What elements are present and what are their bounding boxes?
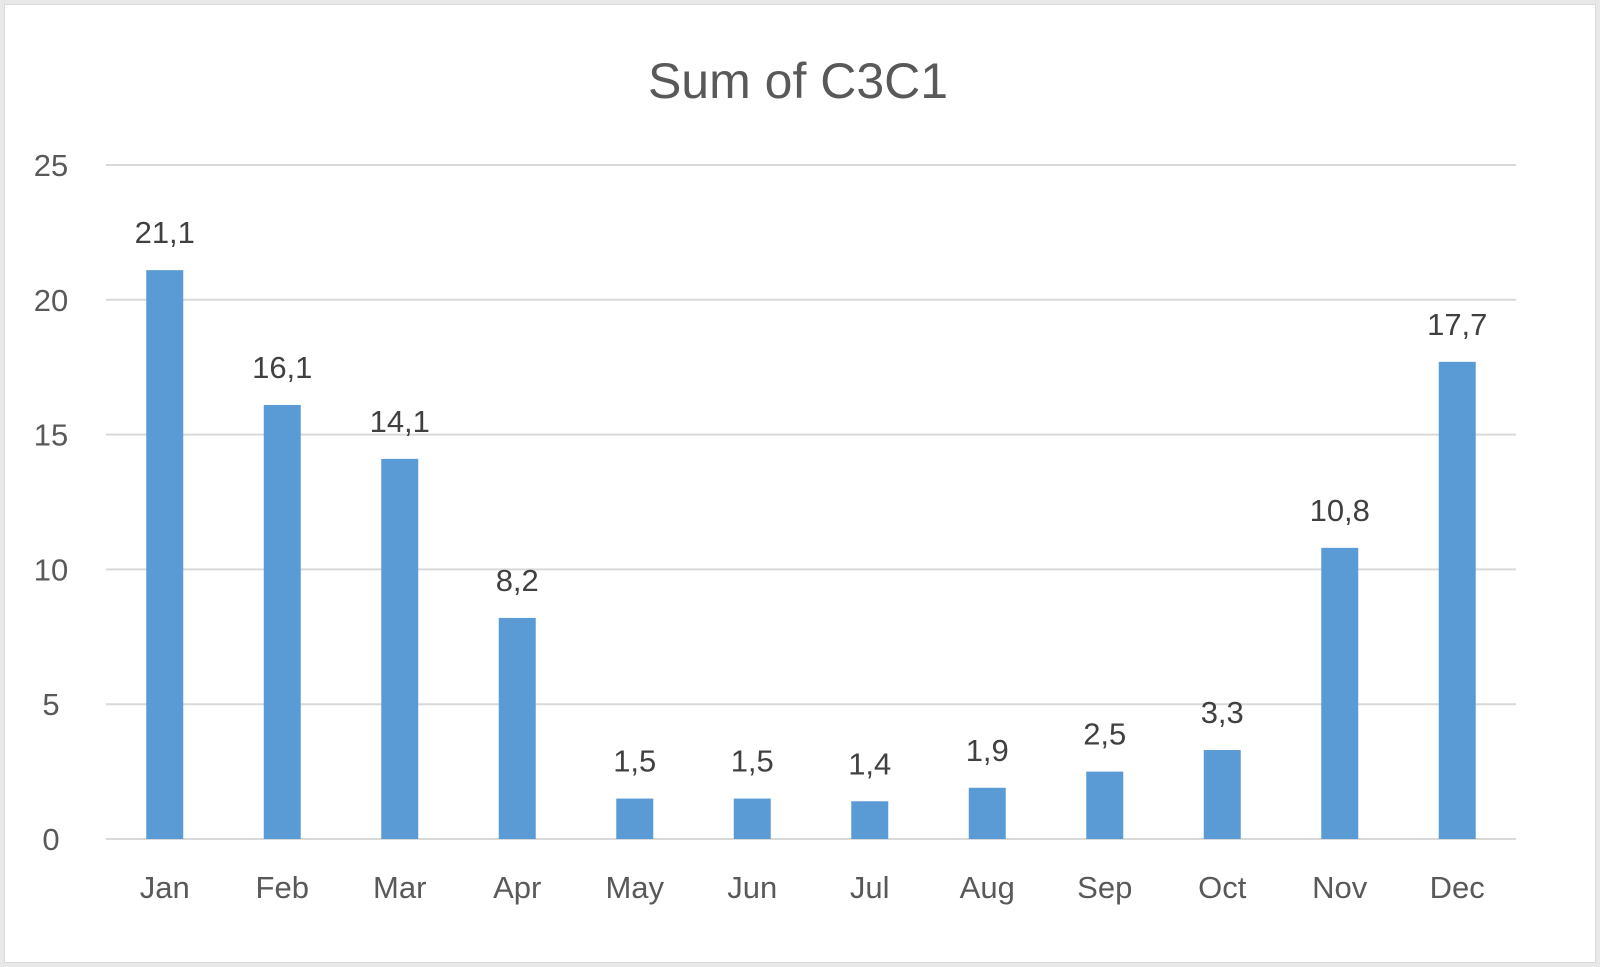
x-tick-label: Nov bbox=[1312, 870, 1368, 905]
data-label: 17,7 bbox=[1427, 307, 1487, 342]
data-label: 1,5 bbox=[613, 744, 656, 779]
y-tick-label: 15 bbox=[34, 418, 68, 453]
y-tick-label: 5 bbox=[42, 687, 59, 722]
y-tick-label: 10 bbox=[34, 552, 68, 587]
bar-sep bbox=[1086, 771, 1124, 839]
bar-apr bbox=[498, 617, 536, 839]
data-labels: 21,1 16,1 14,1 8,2 1,5 1,5 1,4 1,9 2,5 3,3 10,8 17,… bbox=[135, 215, 1488, 781]
chart-title: Sum of C3C1 bbox=[648, 53, 948, 109]
data-label: 16,1 bbox=[252, 350, 312, 385]
x-tick-label: May bbox=[605, 870, 664, 905]
data-label: 10,8 bbox=[1310, 493, 1370, 528]
data-label: 21,1 bbox=[135, 215, 195, 250]
data-label: 1,5 bbox=[731, 744, 774, 779]
data-label: 1,9 bbox=[966, 733, 1009, 768]
y-tick-label: 20 bbox=[34, 283, 68, 318]
bars bbox=[146, 270, 1476, 839]
x-tick-label: Oct bbox=[1198, 870, 1247, 905]
bar-aug bbox=[968, 787, 1006, 839]
x-tick-label: Dec bbox=[1430, 870, 1485, 905]
y-axis-tick-labels: 0 5 10 15 20 25 bbox=[34, 148, 68, 857]
bar-jul bbox=[851, 801, 889, 839]
x-tick-label: Mar bbox=[373, 870, 426, 905]
x-tick-label: Jan bbox=[140, 870, 190, 905]
bar-jun bbox=[733, 798, 771, 839]
bar-jan bbox=[146, 270, 184, 839]
data-label: 8,2 bbox=[496, 563, 539, 598]
bar-mar bbox=[381, 458, 419, 839]
gridlines bbox=[106, 164, 1516, 840]
x-tick-label: Feb bbox=[256, 870, 309, 905]
chart-frame: Sum of C3C1 0 5 10 15 20 25 21,1 16,1 14,1 8,2 1,… bbox=[4, 4, 1596, 963]
data-label: 3,3 bbox=[1201, 695, 1244, 730]
data-label: 14,1 bbox=[370, 404, 430, 439]
x-tick-label: Jun bbox=[727, 870, 777, 905]
x-tick-label: Sep bbox=[1077, 870, 1132, 905]
x-tick-label: Apr bbox=[493, 870, 541, 905]
y-tick-label: 25 bbox=[34, 148, 68, 183]
bar-nov bbox=[1321, 547, 1359, 839]
data-label: 1,4 bbox=[848, 746, 891, 781]
data-label: 2,5 bbox=[1083, 717, 1126, 752]
bar-may bbox=[616, 798, 654, 839]
x-tick-label: Jul bbox=[850, 870, 890, 905]
bar-feb bbox=[263, 404, 301, 839]
y-tick-label: 0 bbox=[42, 822, 59, 857]
x-axis-tick-labels: Jan Feb Mar Apr May Jun Jul Aug Sep Oct Nov Dec bbox=[140, 870, 1485, 905]
bar-dec bbox=[1438, 361, 1476, 839]
x-tick-label: Aug bbox=[960, 870, 1015, 905]
bar-oct bbox=[1203, 750, 1241, 839]
bar-chart: Sum of C3C1 0 5 10 15 20 25 21,1 16,1 14,1 8,2 1,… bbox=[34, 53, 1516, 905]
